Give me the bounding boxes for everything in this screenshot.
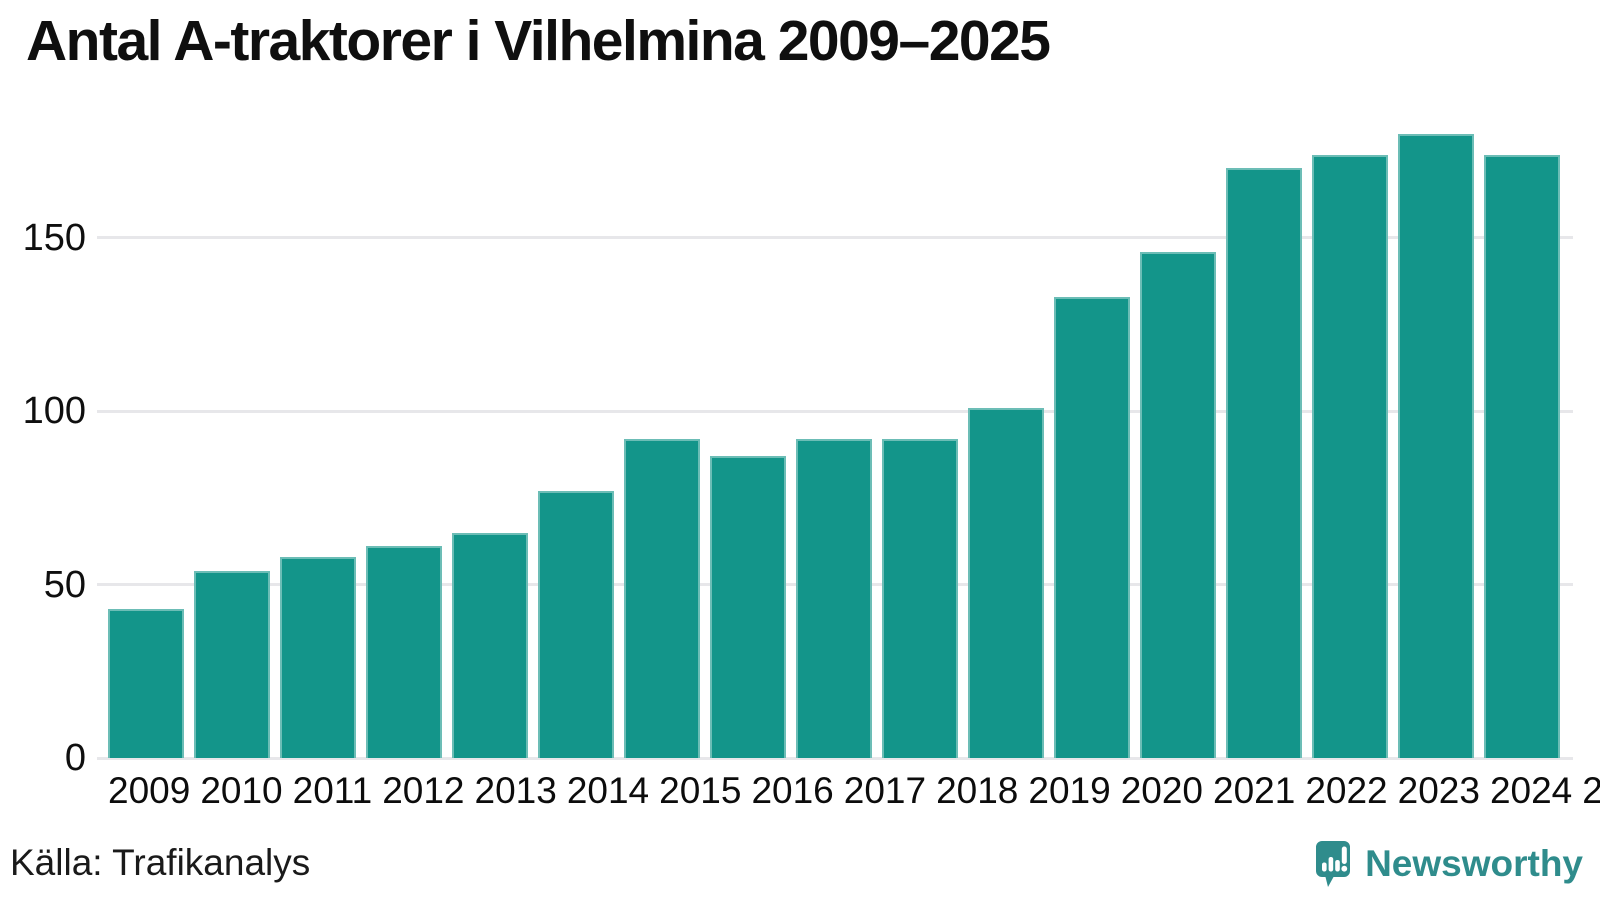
bar-2025 [1484, 154, 1560, 758]
x-tick-label-2010: 2010 [200, 770, 283, 811]
plot-area [97, 113, 1573, 760]
x-tick-label-2022: 2022 [1305, 770, 1388, 811]
bar-series [108, 113, 1560, 758]
gridline-150 [97, 236, 1573, 240]
x-tick-label-2023: 2023 [1397, 770, 1480, 811]
gridline-100 [97, 409, 1573, 413]
x-tick-label-2013: 2013 [474, 770, 557, 811]
x-tick-label-2025: 2025 [1582, 770, 1600, 811]
x-tick-label-2024: 2024 [1489, 770, 1573, 811]
x-tick-label-2021: 2021 [1213, 770, 1296, 811]
x-tick-label-2012: 2012 [382, 770, 465, 811]
bar-2015 [624, 438, 700, 758]
bar-2016 [710, 456, 786, 758]
x-tick-label-2017: 2017 [843, 770, 927, 811]
x-tick-label-2020: 2020 [1120, 770, 1204, 811]
y-tick-label-0: 0 [64, 737, 86, 779]
x-tick-label-2015: 2015 [659, 770, 742, 811]
x-tick-label-2016: 2016 [751, 770, 834, 811]
bar-2009 [108, 608, 184, 758]
bar-2021 [1140, 251, 1216, 758]
bar-2022 [1226, 168, 1302, 758]
y-tick-label-50: 50 [43, 563, 86, 606]
x-tick-label-2018: 2018 [936, 770, 1019, 811]
y-axis-tick-labels: 0 50 100 150 [0, 113, 86, 777]
bar-2020 [1054, 296, 1130, 758]
brand-wordmark: Newsworthy [1365, 843, 1583, 884]
y-tick-label-150: 150 [22, 216, 86, 259]
bar-2019 [968, 407, 1044, 758]
bar-2011 [280, 556, 356, 758]
gridline-0 [97, 756, 1573, 760]
bar-2024 [1398, 133, 1474, 758]
bar-2010 [194, 570, 270, 758]
x-tick-label-2011: 2011 [292, 770, 373, 811]
chart-title: Antal A-traktorer i Vilhelmina 2009–2025 [26, 9, 1051, 73]
newsworthy-logo-icon [1316, 841, 1351, 887]
bar-2018 [882, 438, 958, 758]
x-tick-label-2009: 2009 [108, 770, 191, 811]
source-note: Källa: Trafikanalys [10, 842, 311, 883]
y-tick-label-100: 100 [22, 390, 86, 433]
bar-2013 [452, 532, 528, 758]
bar-2014 [538, 490, 614, 758]
bar-2012 [366, 546, 442, 758]
bar-2017 [796, 438, 872, 758]
bar-2023 [1312, 154, 1388, 758]
x-axis-tick-labels: 2009 2010 2011 2012 2013 2014 2015 2016 2017 2018… [108, 770, 1600, 812]
x-tick-label-2014: 2014 [566, 770, 650, 811]
x-tick-label-2019: 2019 [1028, 770, 1111, 811]
brand-logo: Newsworthy [1315, 840, 1583, 888]
